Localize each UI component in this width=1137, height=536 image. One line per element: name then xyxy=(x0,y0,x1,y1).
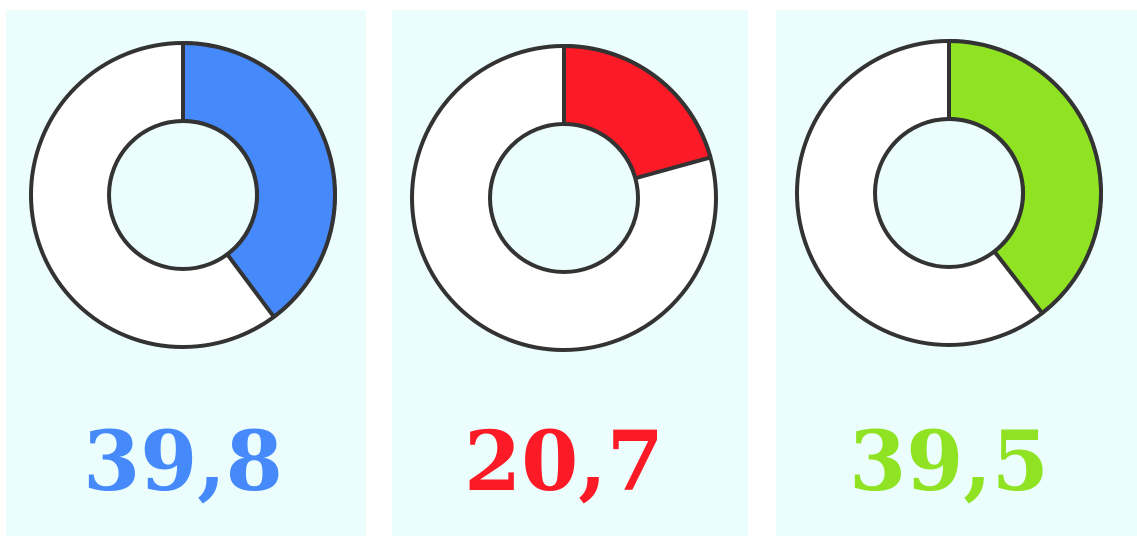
value-label: 39,8 xyxy=(83,414,283,510)
donut-hole xyxy=(107,119,259,271)
donut-hole xyxy=(488,122,640,274)
value-label: 39,5 xyxy=(849,414,1049,510)
donut-hole xyxy=(873,117,1025,269)
value-label: 20,7 xyxy=(464,414,664,510)
